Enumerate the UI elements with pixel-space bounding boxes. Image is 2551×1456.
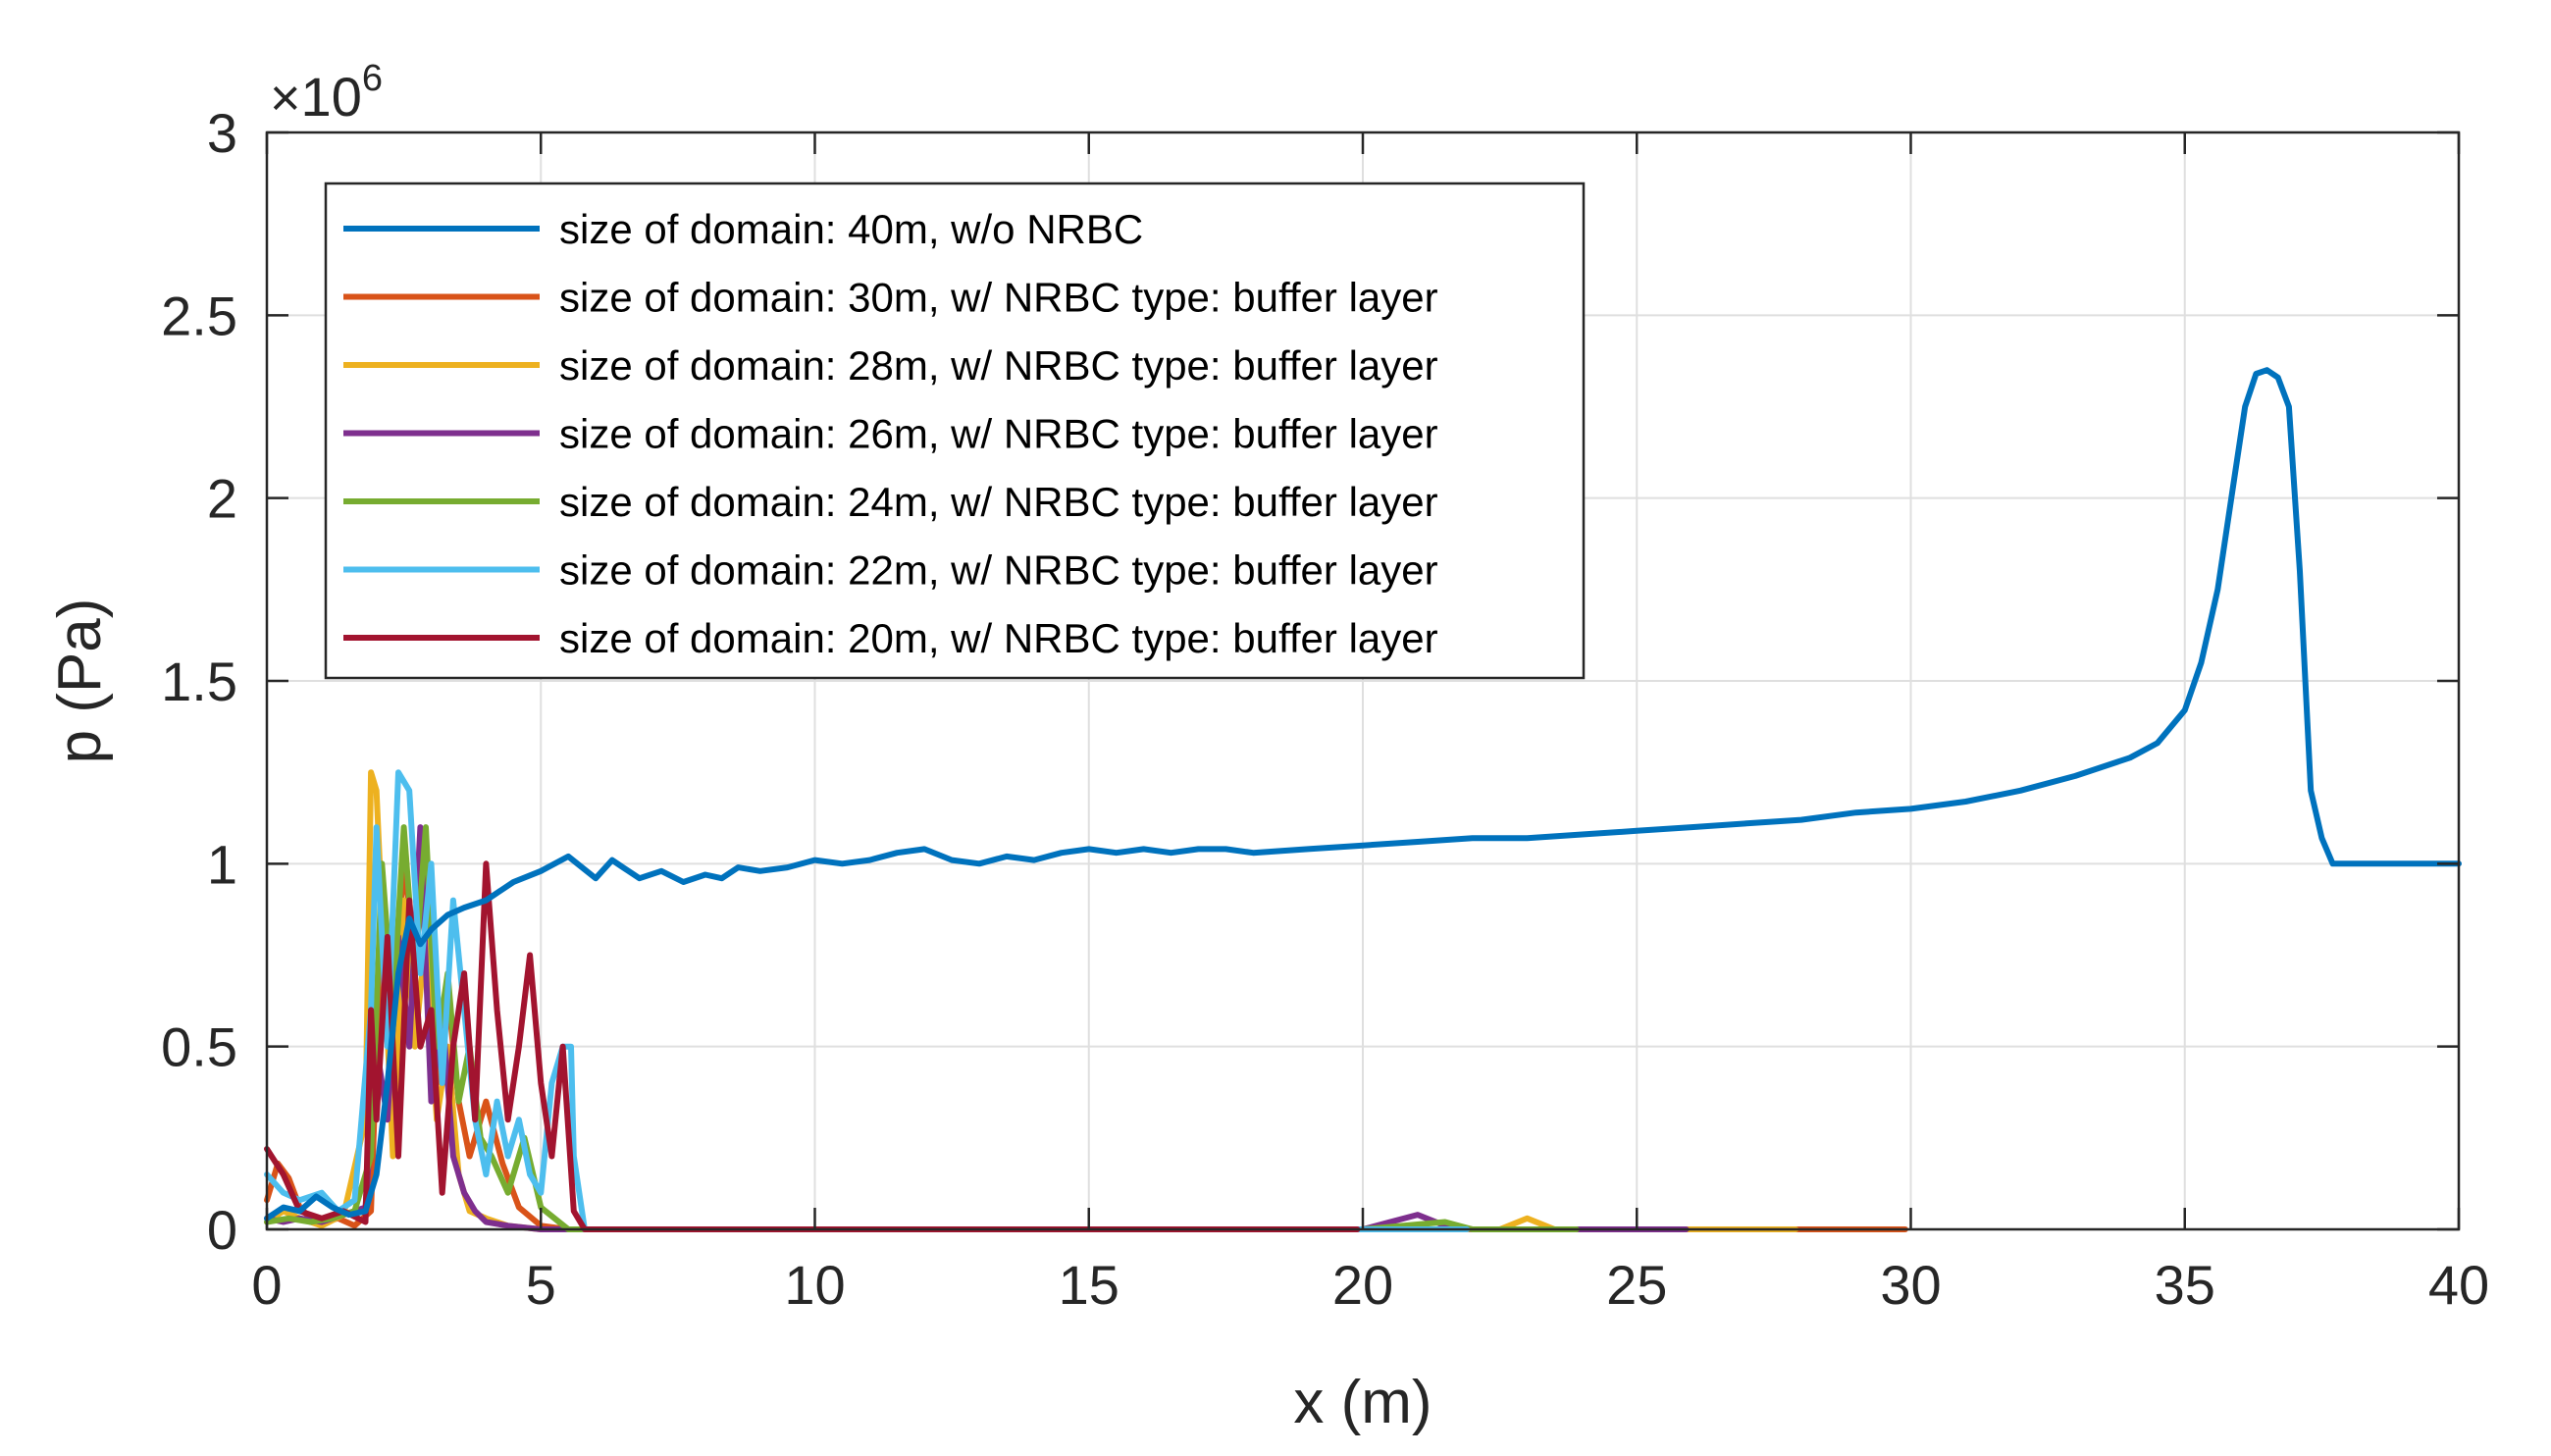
y-exponent-times: × [270,69,301,128]
x-tick-label: 0 [251,1254,282,1316]
legend-entry-label: size of domain: 30m, w/ NRBC type: buffe… [559,275,1438,321]
legend-entry-label: size of domain: 22m, w/ NRBC type: buffe… [559,547,1438,594]
x-tick-label: 10 [784,1254,845,1316]
x-tick-label: 40 [2428,1254,2489,1316]
y-tick-label: 0 [207,1199,237,1261]
legend-entry-label: size of domain: 20m, w/ NRBC type: buffe… [559,615,1438,661]
legend: size of domain: 40m, w/o NRBC size of dom… [324,182,1586,680]
y-exponent-power: 6 [362,58,383,99]
series-line-6 [264,860,1361,1232]
legend-entry-label: size of domain: 26m, w/ NRBC type: buffe… [559,411,1438,457]
series-line-0 [264,367,2462,1222]
x-axis-label: x (m) [1293,1369,1432,1436]
x-tick-label: 25 [1606,1254,1667,1316]
legend-entries: size of domain: 40m, w/o NRBC size of dom… [343,206,1438,661]
y-tick-label: 2.5 [161,285,237,346]
x-tick-label: 20 [1332,1254,1393,1316]
y-tick-label: 0.5 [161,1016,237,1078]
axis-ticks: 0 5 10 15 20 25 30 35 40 0 0.5 1 1.5 2 2.5 3 [161,102,2489,1316]
y-exponent-label: ×106 [270,58,383,128]
y-tick-label: 3 [207,102,237,164]
y-tick-label: 1 [207,833,237,895]
legend-entry-label: size of domain: 28m, w/ NRBC type: buffe… [559,342,1438,389]
legend-entry-label: size of domain: 40m, w/o NRBC [559,206,1143,252]
y-tick-label: 1.5 [161,650,237,712]
y-exponent-base: 10 [301,66,362,128]
x-tick-label: 15 [1059,1254,1119,1316]
x-tick-label: 5 [526,1254,556,1316]
y-tick-label: 2 [207,468,237,530]
legend-entry-label: size of domain: 24m, w/ NRBC type: buffe… [559,479,1438,525]
x-tick-label: 30 [1880,1254,1941,1316]
y-axis-label: p (Pa) [46,598,114,764]
x-tick-label: 35 [2155,1254,2215,1316]
